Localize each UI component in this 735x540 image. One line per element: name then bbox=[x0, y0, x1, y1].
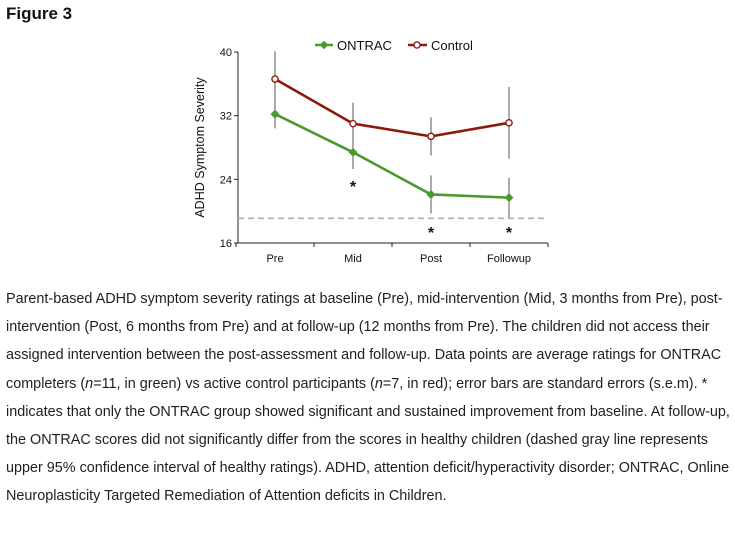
y-tick-label: 24 bbox=[220, 174, 232, 186]
y-tick-label: 40 bbox=[220, 47, 232, 59]
caption-text-1: Parent-based ADHD symptom severity ratin… bbox=[6, 291, 723, 392]
x-tick-label: Followup bbox=[487, 253, 531, 265]
x-tick-label: Pre bbox=[266, 253, 283, 265]
legend-label: Control bbox=[431, 38, 473, 53]
legend-label: ONTRAC bbox=[337, 38, 392, 53]
y-tick-label: 16 bbox=[220, 238, 232, 250]
series-line bbox=[274, 77, 510, 138]
significance-marker: * bbox=[506, 225, 513, 242]
y-tick-label: 32 bbox=[220, 111, 232, 123]
data-point bbox=[270, 109, 280, 119]
series-line bbox=[274, 112, 510, 199]
data-point bbox=[349, 119, 357, 128]
caption-text-2: =11, in green) vs active control partici… bbox=[93, 375, 375, 392]
line-chart: 16 24 32 40 ADHD Symptom Severity Pre Mid Post F… bbox=[193, 38, 549, 265]
data-point bbox=[271, 75, 279, 83]
significance-marker: * bbox=[350, 179, 357, 196]
data-point bbox=[427, 132, 435, 141]
legend-marker bbox=[319, 40, 329, 50]
y-axis-title: ADHD Symptom Severity bbox=[193, 77, 207, 218]
data-point bbox=[426, 189, 436, 199]
significance-marker: * bbox=[428, 225, 435, 242]
figure-caption: Parent-based ADHD symptom severity ratin… bbox=[6, 285, 732, 511]
data-point bbox=[348, 147, 358, 157]
data-point bbox=[505, 119, 513, 127]
data-point bbox=[504, 193, 514, 203]
caption-text-3: =7, in red); error bars are standard err… bbox=[6, 375, 730, 505]
chart-container: 16 24 32 40 ADHD Symptom Severity Pre Mid Post F… bbox=[193, 38, 549, 265]
x-tick-label: Mid bbox=[344, 253, 362, 265]
legend-marker bbox=[413, 41, 421, 49]
caption-n-symbol-2: n bbox=[374, 375, 383, 392]
caption-n-symbol-1: n bbox=[85, 375, 94, 392]
x-tick-label: Post bbox=[420, 253, 442, 265]
figure-heading: Figure 3 bbox=[6, 4, 73, 23]
